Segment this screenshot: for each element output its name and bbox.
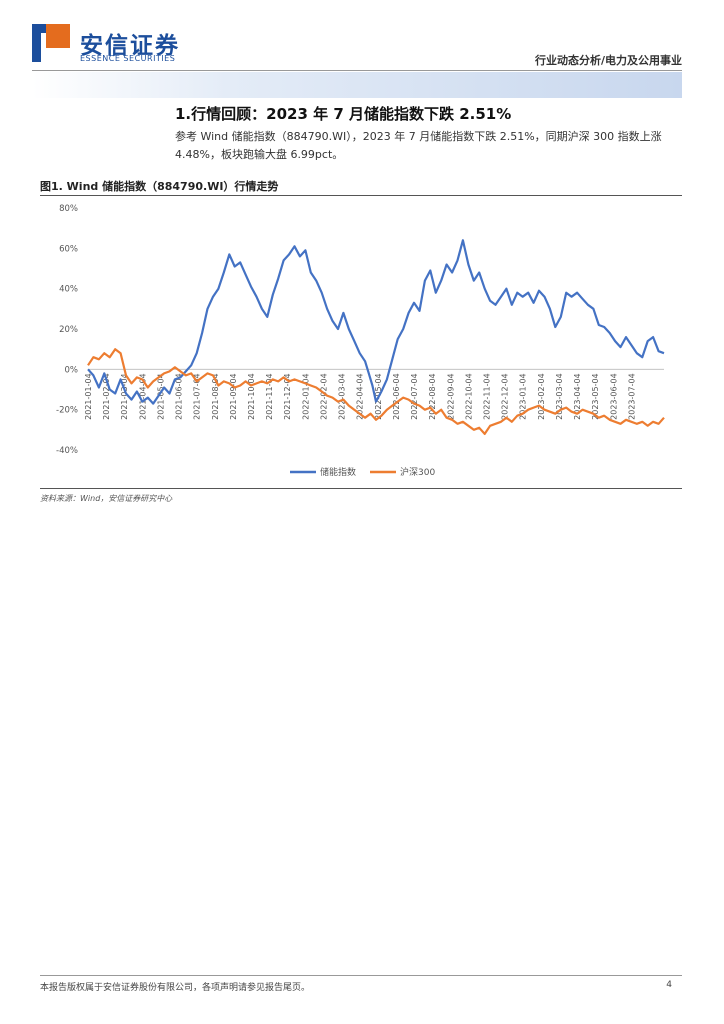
y-tick-label: 20%	[59, 325, 78, 335]
y-tick-label: 40%	[59, 285, 78, 295]
x-tick-label: 2021-09-04	[229, 373, 238, 420]
header-band	[32, 72, 682, 98]
x-tick-label: 2022-08-04	[428, 373, 437, 420]
report-category: 行业动态分析/电力及公用事业	[534, 54, 682, 67]
x-tick-label: 2023-05-04	[591, 373, 600, 420]
x-tick-label: 2023-02-04	[537, 373, 546, 420]
legend-label: 储能指数	[320, 466, 356, 478]
x-tick-label: 2022-04-04	[356, 373, 365, 420]
x-tick-label: 2021-03-04	[120, 373, 129, 420]
x-tick-label: 2021-08-04	[211, 373, 220, 420]
y-tick-label: -20%	[56, 406, 78, 416]
y-tick-label: -40%	[56, 446, 78, 456]
y-tick-label: 0%	[65, 365, 79, 375]
x-tick-label: 2023-06-04	[609, 373, 618, 420]
series-line-csi300	[87, 348, 665, 435]
x-tick-label: 2022-10-04	[464, 373, 473, 420]
page-number: 4	[666, 980, 672, 990]
x-tick-label: 2021-05-04	[156, 373, 165, 420]
x-tick-label: 2022-02-04	[319, 373, 328, 420]
figure-top-rule	[40, 195, 682, 196]
x-tick-label: 2022-11-04	[482, 373, 491, 420]
brand-name: 安信证券	[80, 33, 180, 59]
x-tick-label: 2021-04-04	[138, 373, 147, 420]
x-tick-label: 2022-03-04	[338, 373, 347, 420]
section-title: 1.行情回顾：2023 年 7 月储能指数下跌 2.51%	[175, 105, 512, 123]
footer-disclaimer: 本报告版权属于安信证券股份有限公司，各项声明请参见报告尾页。	[40, 983, 311, 993]
x-tick-label: 2022-07-04	[410, 373, 419, 420]
x-tick-label: 2022-06-04	[392, 373, 401, 420]
series-line-storage-index	[87, 239, 665, 405]
header-divider	[32, 70, 682, 71]
section-body: 参考 Wind 储能指数（884790.WI），2023 年 7 月储能指数下跌…	[175, 130, 662, 161]
figure-title: 图1. Wind 储能指数（884790.WI）行情走势	[40, 180, 279, 193]
x-tick-label: 2021-06-04	[175, 373, 184, 420]
y-tick-label: 60%	[59, 244, 78, 254]
footer-divider	[40, 975, 682, 976]
x-tick-label: 2021-02-04	[102, 373, 111, 420]
x-tick-label: 2022-09-04	[446, 373, 455, 420]
figure-source: 资料来源：Wind，安信证券研究中心	[40, 494, 173, 503]
x-tick-label: 2021-10-04	[247, 373, 256, 420]
figure-bottom-rule	[40, 488, 682, 489]
brand-name-en: ESSENCE SECURITIES	[80, 54, 176, 63]
x-tick-label: 2021-11-04	[265, 373, 274, 420]
x-tick-label: 2021-07-04	[193, 373, 202, 420]
x-tick-label: 2022-12-04	[501, 373, 510, 420]
x-tick-label: 2023-04-04	[573, 373, 582, 420]
y-tick-label: 80%	[59, 204, 78, 214]
x-tick-label: 2022-01-04	[301, 373, 310, 420]
brand-logo	[32, 24, 70, 62]
x-tick-label: 2021-12-04	[283, 373, 292, 420]
x-tick-label: 2021-01-04	[84, 373, 93, 420]
x-tick-label: 2023-07-04	[627, 373, 636, 420]
x-tick-label: 2023-03-04	[555, 373, 564, 420]
x-tick-label: 2023-01-04	[519, 373, 528, 420]
legend-label: 沪深300	[400, 466, 435, 478]
